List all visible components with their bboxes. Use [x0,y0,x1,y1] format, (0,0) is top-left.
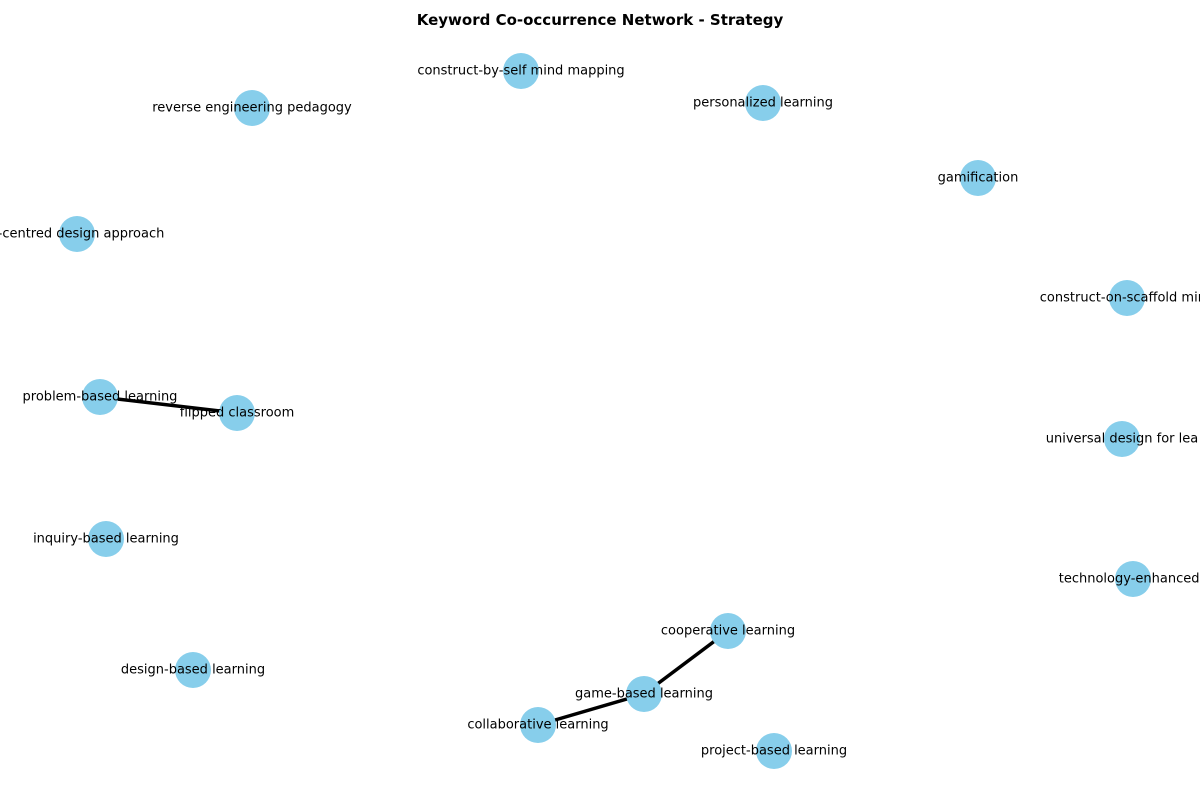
node-label-centred-design: e-centred design approach [0,227,164,242]
node-inquiry-based[interactable] [88,521,124,557]
chart-title: Keyword Co-occurrence Network - Strategy [416,11,784,29]
node-label-game-based: game-based learning [575,687,713,702]
node-label-problem-based: problem-based learning [23,390,178,405]
node-label-collaborative: collaborative learning [467,718,608,733]
label-layer: construct-by-self mind mapping reverse en… [0,64,1200,759]
node-label-inquiry-based: inquiry-based learning [33,532,179,547]
node-collaborative[interactable] [520,707,556,743]
node-problem-based[interactable] [82,379,118,415]
node-label-gamification: gamification [938,171,1019,186]
node-label-construct-by-self: construct-by-self mind mapping [417,64,624,79]
node-cooperative[interactable] [710,613,746,649]
node-label-project-based: project-based learning [701,744,847,759]
node-universal-design[interactable] [1104,421,1140,457]
node-personalized[interactable] [745,85,781,121]
node-design-based[interactable] [175,652,211,688]
node-technology-enhanced[interactable] [1115,561,1151,597]
node-label-technology-enhanced: technology-enhanced l [1059,572,1200,587]
node-label-design-based: design-based learning [121,663,265,678]
node-construct-on-scaffold[interactable] [1109,280,1145,316]
node-label-flipped: flipped classroom [180,406,295,421]
edge-game-based-collaborative [537,692,645,727]
node-layer [59,53,1151,769]
node-centred-design[interactable] [59,216,95,252]
node-flipped[interactable] [219,395,255,431]
node-construct-by-self[interactable] [503,53,539,89]
node-label-reverse-engineering: reverse engineering pedagogy [152,101,352,116]
node-label-construct-on-scaffold: construct-on-scaffold mind [1040,291,1200,306]
edge-problem-based-flipped [99,395,238,415]
node-project-based[interactable] [756,733,792,769]
node-gamification[interactable] [960,160,996,196]
node-label-cooperative: cooperative learning [661,624,795,639]
node-reverse-engineering[interactable] [234,90,270,126]
node-label-universal-design: universal design for lea [1046,432,1198,447]
node-label-personalized: personalized learning [693,96,833,111]
node-game-based[interactable] [626,676,662,712]
